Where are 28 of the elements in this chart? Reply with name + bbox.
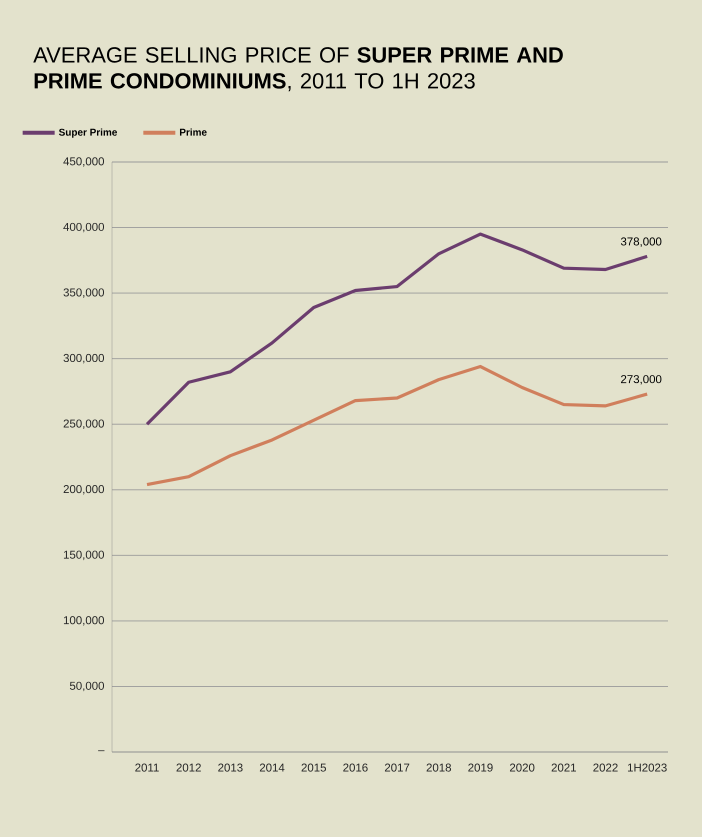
x-tick-label: 2013 [218, 764, 243, 772]
x-tick-label: 1H2023 [628, 764, 667, 772]
legend-label: Super Prime [58, 128, 117, 138]
y-tick-label: 200,000 [64, 485, 104, 495]
x-tick-label: 2018 [426, 764, 452, 772]
y-tick-label: 50,000 [70, 682, 104, 692]
y-tick-label: 300,000 [64, 354, 104, 364]
x-tick-label: 2017 [384, 764, 410, 772]
x-tick-label: 2015 [302, 764, 326, 772]
y-tick-label: 350,000 [64, 288, 104, 298]
x-tick-label: 2019 [468, 764, 493, 772]
x-tick-label: 2021 [552, 764, 576, 772]
chart-title: AVERAGE SELLING PRICE OF SUPER PRIME AND PRIME CONDOMINIUMS, 2011 TO 1H 2023 [33, 47, 563, 92]
data-label: 378,000 [620, 237, 662, 247]
y-tick-label: 150,000 [64, 550, 104, 560]
y-tick-label: 400,000 [63, 222, 104, 232]
y-tick-label: 450,000 [63, 157, 104, 167]
y-tick-label: – [98, 750, 104, 752]
legend-label: Prime [180, 128, 207, 136]
x-tick-label: 2012 [176, 764, 201, 772]
data-label: 273,000 [621, 375, 662, 385]
x-tick-label: 2016 [343, 764, 368, 772]
y-tick-label: 100,000 [64, 616, 104, 626]
x-tick-label: 2014 [260, 764, 284, 772]
x-tick-label: 2022 [593, 764, 618, 772]
y-tick-label: 250,000 [64, 419, 104, 429]
x-tick-label: 2020 [510, 764, 534, 772]
x-tick-label: 2011 [135, 764, 159, 772]
